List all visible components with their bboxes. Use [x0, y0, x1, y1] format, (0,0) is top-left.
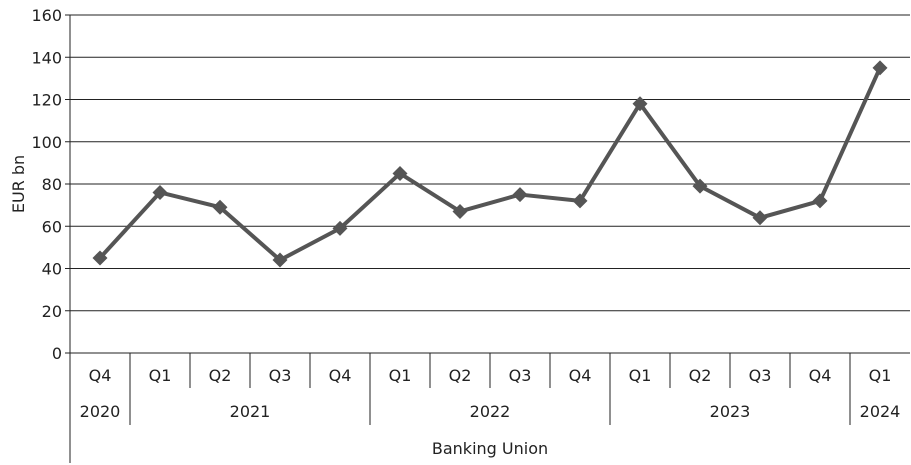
y-tick-label: 40: [42, 260, 62, 279]
data-point: [272, 252, 288, 268]
year-label: 2023: [710, 402, 751, 421]
x-tick-label: Q4: [569, 366, 592, 385]
y-tick-label: 140: [31, 48, 62, 67]
x-tick-label: Q2: [209, 366, 232, 385]
x-axis: Q4 Q1 Q2 Q3 Q4 Q1 Q2 Q3 Q4 Q1 Q2 Q3 Q4 Q1 2020 2021 2022…: [80, 353, 901, 458]
data-point: [392, 165, 408, 181]
gridlines: [70, 14, 910, 354]
data-point: [512, 187, 528, 203]
y-tick-label: 20: [42, 302, 62, 321]
x-tick-label: Q3: [269, 366, 292, 385]
y-tick-label: 0: [52, 344, 62, 363]
x-tick-label: Q1: [869, 366, 892, 385]
year-label: 2022: [470, 402, 511, 421]
x-tick-label: Q1: [389, 366, 412, 385]
data-point: [632, 96, 648, 112]
data-point: [152, 184, 168, 200]
x-tick-label: Q3: [509, 366, 532, 385]
y-axis-label: EUR bn: [9, 155, 28, 213]
x-tick-label: Q2: [449, 366, 472, 385]
x-tick-label: Q1: [149, 366, 172, 385]
x-tick-label: Q1: [629, 366, 652, 385]
y-axis-ticks: 0 20 40 60 80 100 120 140 160: [31, 6, 70, 363]
y-tick-label: 60: [42, 217, 62, 236]
data-point: [92, 250, 108, 266]
x-tick-label: Q4: [329, 366, 352, 385]
year-label: 2024: [860, 402, 901, 421]
data-point: [212, 199, 228, 215]
group-label: Banking Union: [432, 439, 548, 458]
y-tick-label: 80: [42, 175, 62, 194]
series-line: [92, 60, 888, 268]
data-point: [812, 193, 828, 209]
series-polyline: [98, 66, 882, 263]
y-tick-label: 160: [31, 6, 62, 25]
data-point: [332, 220, 348, 236]
data-point: [692, 178, 708, 194]
x-tick-label: Q4: [89, 366, 112, 385]
y-tick-label: 120: [31, 91, 62, 110]
year-label: 2021: [230, 402, 271, 421]
year-label: 2020: [80, 402, 121, 421]
data-point: [872, 60, 888, 76]
y-tick-label: 100: [31, 133, 62, 152]
x-tick-label: Q3: [749, 366, 772, 385]
x-tick-label: Q2: [689, 366, 712, 385]
x-tick-label: Q4: [809, 366, 832, 385]
data-point: [572, 193, 588, 209]
data-point: [752, 210, 768, 226]
data-point: [452, 203, 468, 219]
